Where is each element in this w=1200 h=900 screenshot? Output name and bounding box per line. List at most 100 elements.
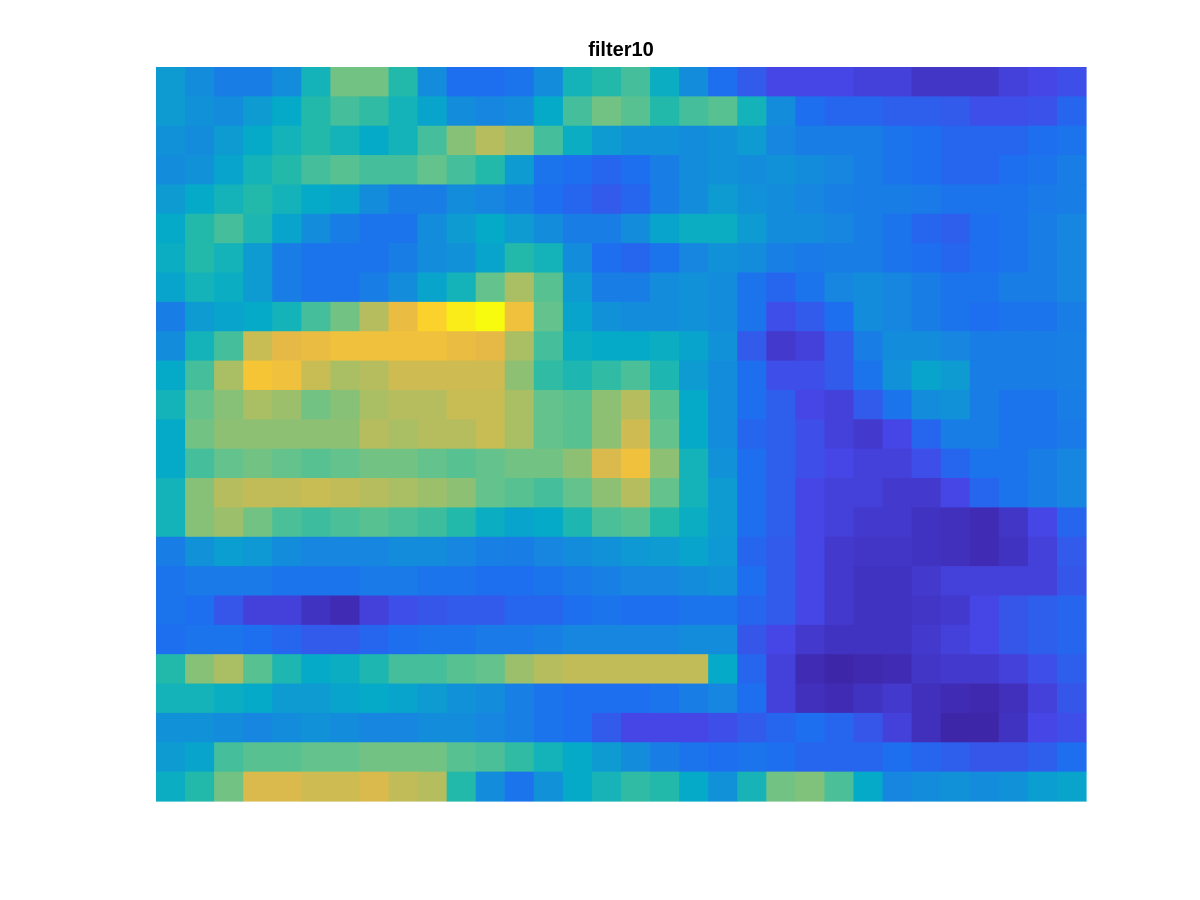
heatmap-cell [650,566,680,597]
heatmap-cell [882,272,913,303]
heatmap-cell [882,419,913,450]
heatmap-cell [591,184,622,215]
heatmap-cell [911,566,942,597]
heatmap-cell [359,683,390,714]
heatmap-cell [1027,742,1058,773]
heatmap-cell [359,301,390,332]
heatmap-cell [679,683,709,714]
heatmap-cell [737,712,767,743]
heatmap-cell [853,566,884,597]
heatmap-cell [272,712,302,743]
heatmap-cell [562,624,593,655]
heatmap-cell [737,624,767,655]
heatmap-cell [737,243,767,274]
heatmap-cell [156,595,186,626]
heatmap-cell [1027,478,1058,508]
heatmap-cell [969,243,1000,274]
heatmap-cell [301,360,331,391]
heatmap-cell [446,155,477,186]
heatmap-cell [679,96,709,127]
heatmap-cell [621,448,651,479]
heatmap-cell [446,331,477,362]
heatmap-cell [998,301,1029,332]
heatmap-cell [301,96,331,127]
heatmap-cell [824,448,855,479]
heatmap-cell [301,272,331,303]
heatmap-cell [766,624,796,655]
heatmap-cell [185,331,215,362]
heatmap-cell [475,331,506,362]
heatmap-cell [969,683,1000,714]
heatmap-cell [824,360,855,391]
heatmap-cell [853,536,884,567]
heatmap-cell [301,654,331,685]
heatmap-cell [359,566,390,597]
heatmap-cell [911,155,942,186]
heatmap-cell [504,360,535,391]
heatmap-cell [824,771,855,802]
heatmap-cell [795,125,826,156]
heatmap-cell [679,301,709,332]
heatmap-cell [417,507,448,538]
heatmap-cell [1027,243,1058,274]
heatmap-cell [156,301,186,332]
heatmap-cell [475,67,506,97]
heatmap-cell [1027,125,1058,156]
heatmap-cell [156,478,186,508]
heatmap-cell [824,536,855,567]
heatmap-cell [766,125,796,156]
heatmap-cell [998,419,1029,450]
heatmap-cell [679,654,709,685]
heatmap-cell [969,419,1000,450]
heatmap-cell [388,96,419,127]
heatmap-cell [882,301,913,332]
heatmap-cell [504,624,535,655]
heatmap-cell [243,742,273,773]
heatmap-cell [185,125,215,156]
heatmap-cell [1056,478,1087,508]
heatmap-cell [330,125,361,156]
heatmap-cell [446,272,477,303]
heatmap-cell [533,184,564,215]
heatmap-cell [156,184,186,215]
heatmap-cell [562,683,593,714]
heatmap-cell [737,683,767,714]
heatmap-cell [475,96,506,127]
heatmap-cell [679,478,709,508]
heatmap-cell [679,184,709,215]
heatmap-cell [998,184,1029,215]
heatmap-cell [301,478,331,508]
heatmap-cell [679,771,709,802]
heatmap-cell [795,742,826,773]
heatmap-cell [708,654,738,685]
heatmap-cell [359,595,390,626]
heatmap-cell [969,301,1000,332]
heatmap-cell [621,595,651,626]
heatmap-cell [1027,566,1058,597]
heatmap-cell [795,67,826,97]
heatmap-cell [533,419,564,450]
heatmap-cell [562,566,593,597]
heatmap-cell [824,742,855,773]
heatmap-cell [998,771,1029,802]
heatmap-cell [795,96,826,127]
heatmap-cell [330,712,361,743]
heatmap-cell [446,742,477,773]
heatmap-cell [301,213,331,244]
heatmap-cell [708,125,738,156]
heatmap-cell [795,389,826,420]
heatmap-cell [388,331,419,362]
heatmap-cell [1027,419,1058,450]
heatmap-cell [650,624,680,655]
heatmap-cell [998,272,1029,303]
heatmap-cell [301,448,331,479]
heatmap-cell [911,536,942,567]
heatmap-cell [766,712,796,743]
heatmap-cell [504,213,535,244]
heatmap-cell [330,243,361,274]
heatmap-cell [853,125,884,156]
heatmap-cell [795,683,826,714]
heatmap-cell [591,742,622,773]
heatmap-cell [533,213,564,244]
heatmap-cell [621,155,651,186]
